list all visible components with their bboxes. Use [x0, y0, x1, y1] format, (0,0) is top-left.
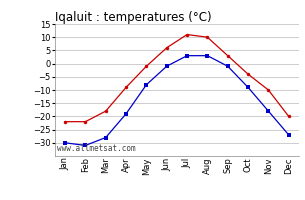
Text: Iqaluit : temperatures (°C): Iqaluit : temperatures (°C)	[55, 11, 212, 24]
Text: www.allmetsat.com: www.allmetsat.com	[57, 144, 136, 153]
